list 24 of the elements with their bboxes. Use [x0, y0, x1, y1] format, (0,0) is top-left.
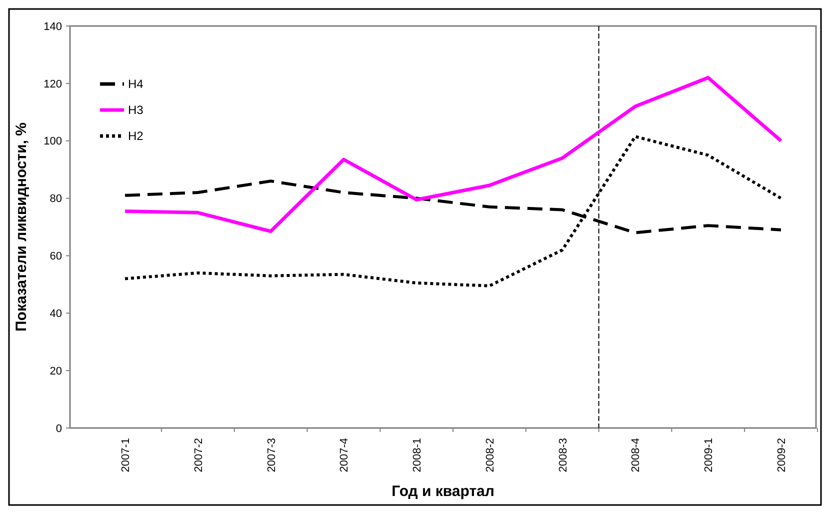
y-tick-label: 120: [44, 78, 62, 90]
x-tick-label: 2007-3: [266, 438, 278, 472]
y-tick-label: 0: [56, 422, 62, 435]
x-tick-label: 2008-3: [557, 438, 570, 472]
legend-label: Н3: [128, 103, 144, 118]
y-tick-label: 140: [44, 20, 62, 33]
y-tick-label: 40: [50, 308, 62, 320]
x-tick-label: 2008-2: [484, 438, 496, 472]
legend-label: Н4: [128, 77, 144, 92]
x-tick-label: 2007-4: [338, 438, 351, 472]
x-tick-label: 2007-1: [120, 438, 132, 472]
x-tick-label: 2008-4: [630, 438, 642, 472]
legend-label: Н2: [128, 129, 144, 144]
line-series: [123, 76, 783, 234]
y-tick-label: 80: [50, 193, 62, 206]
x-tick-label: 2008-1: [412, 438, 424, 472]
x-tick-label: 2009-2: [776, 438, 788, 472]
y-tick-label: 100: [44, 136, 62, 148]
x-tick-label: 2009-1: [703, 438, 716, 472]
x-axis-title: Год и квартал: [392, 483, 494, 500]
y-axis-title: Показатели ликвидности, %: [13, 122, 30, 332]
y-tick-label: 20: [50, 365, 62, 378]
y-tick-label: 60: [50, 250, 62, 263]
x-tick-label: 2007-2: [192, 438, 205, 472]
